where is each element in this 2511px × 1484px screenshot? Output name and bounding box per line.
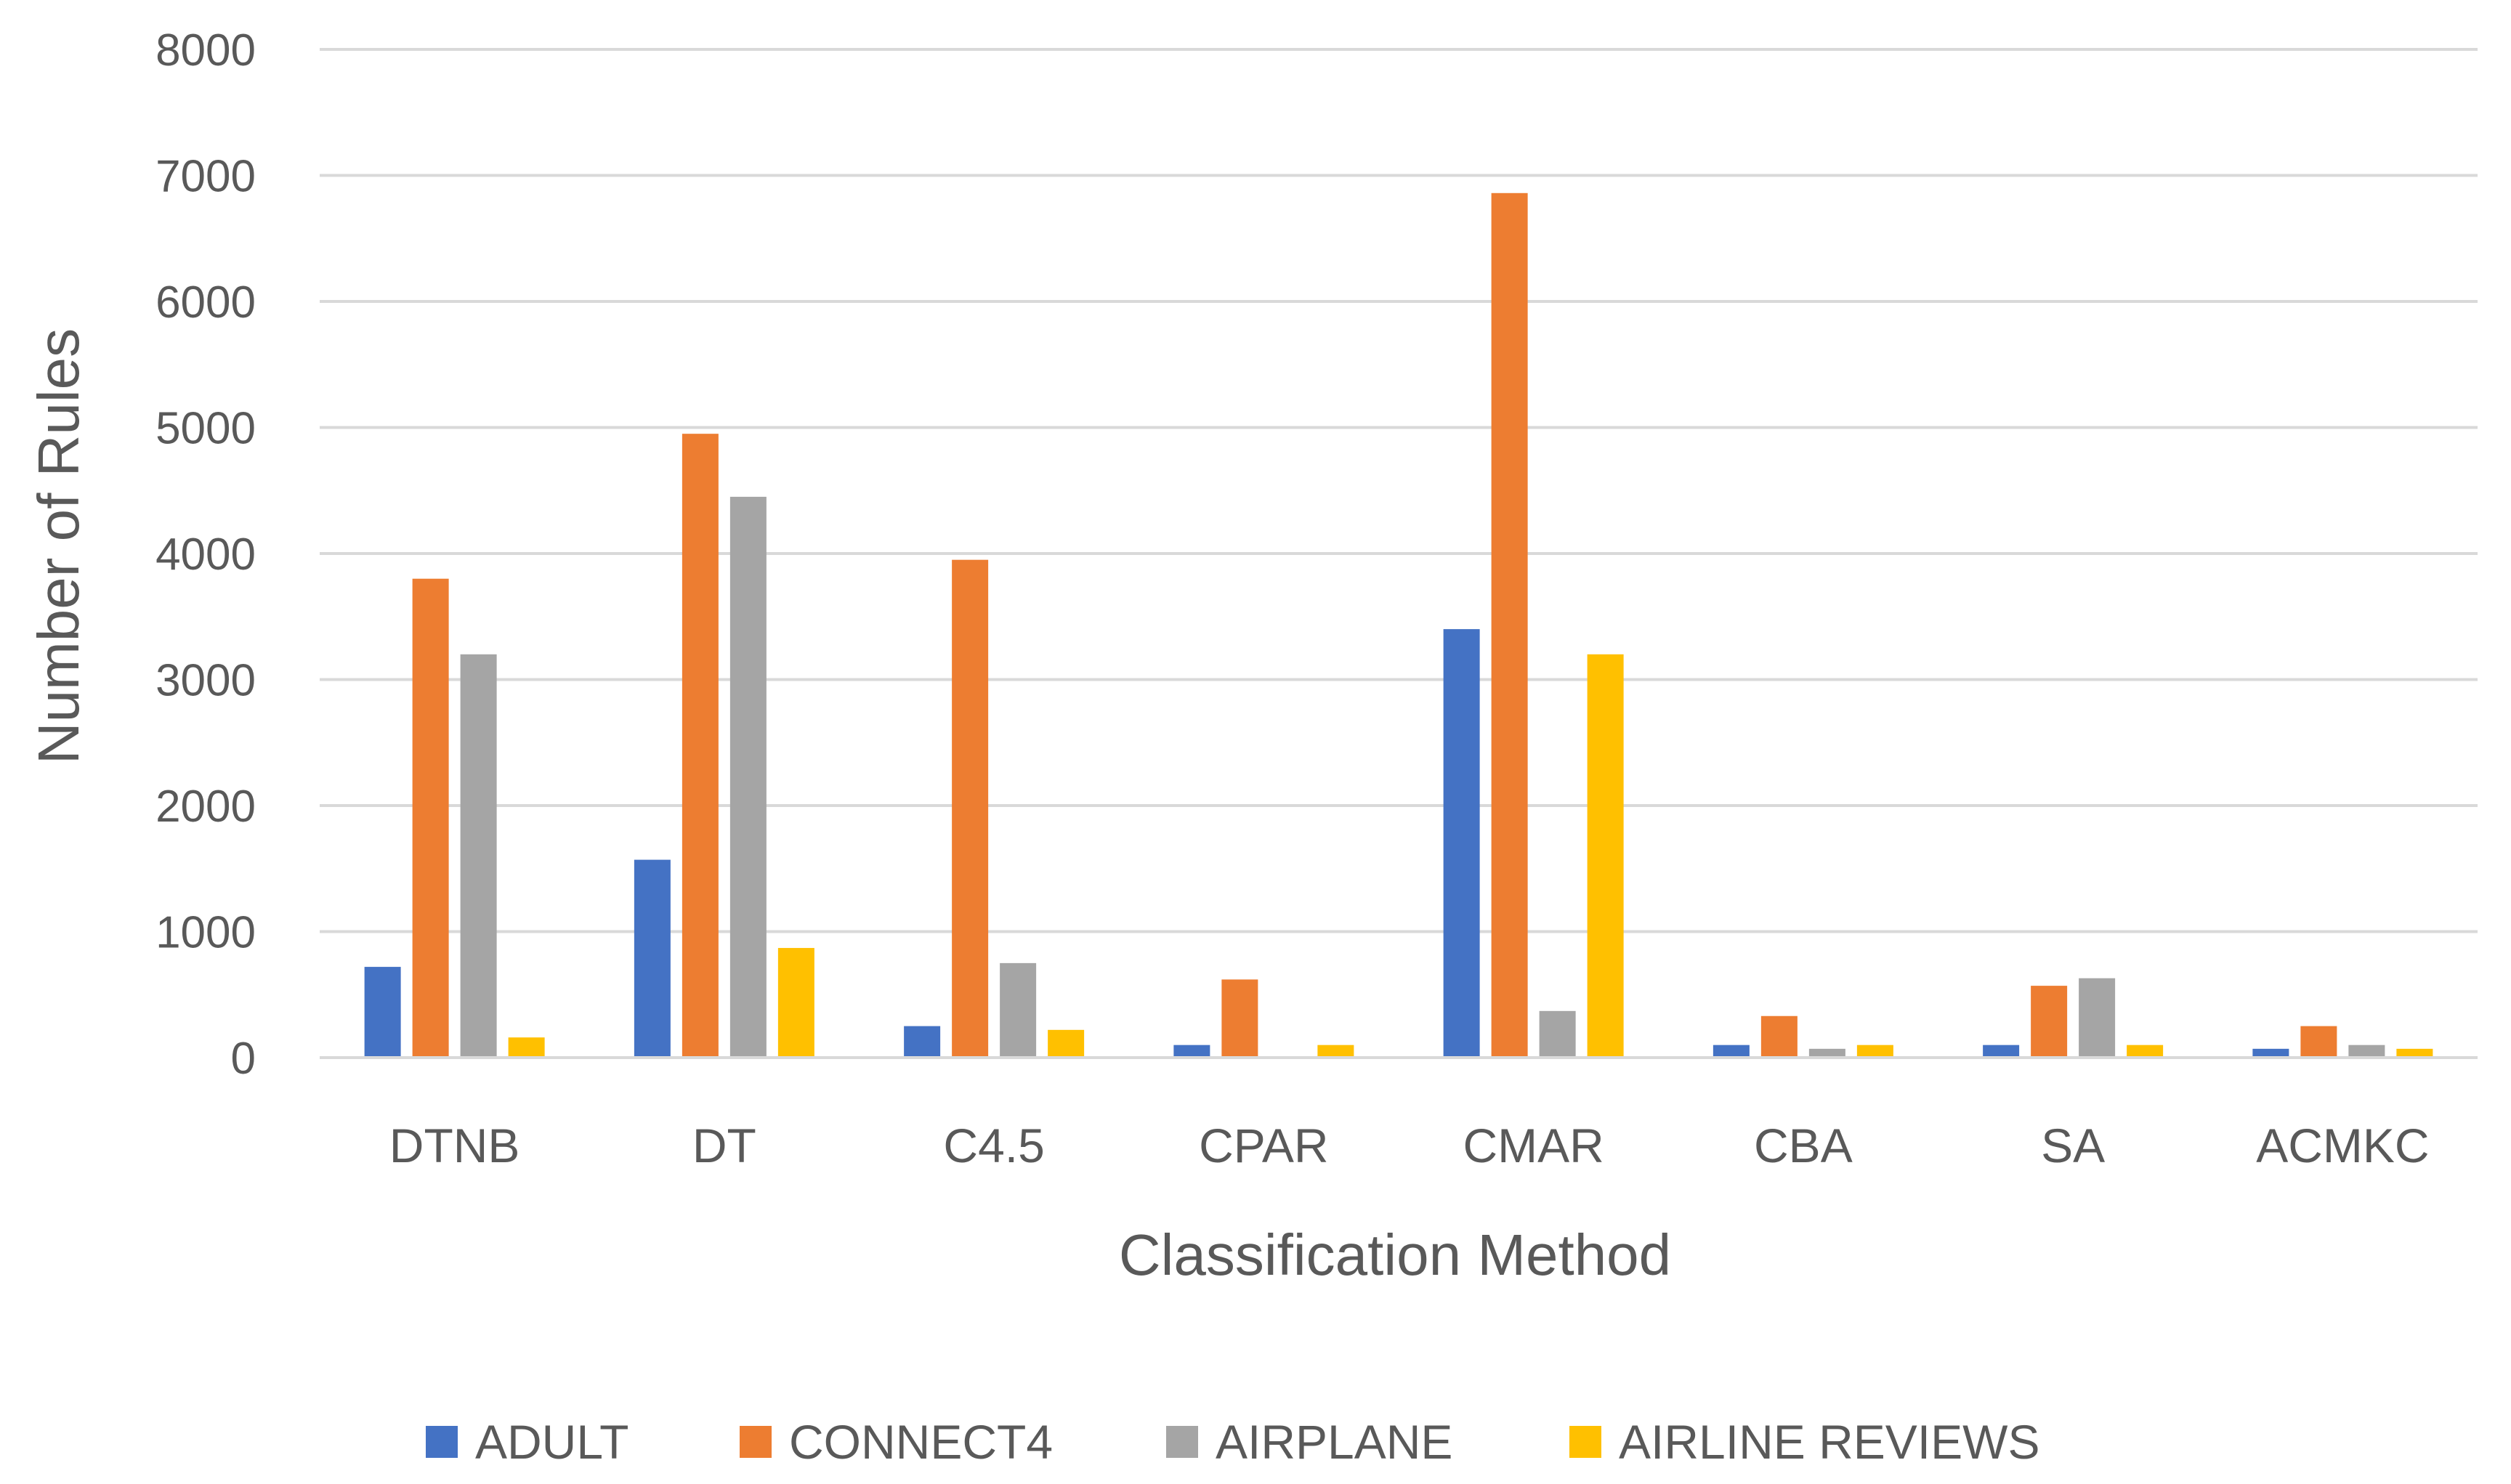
x-tick-label: SA (2041, 1119, 2105, 1172)
bar-airplane-cmar (1539, 1010, 1576, 1058)
legend-swatch-adult (426, 1426, 458, 1458)
bar-adult-dt (634, 859, 671, 1058)
y-tick-label: 0 (231, 1034, 256, 1084)
gridlines (320, 48, 2478, 933)
bar-connect4-cpar (1221, 979, 1258, 1058)
y-tick-label: 1000 (155, 908, 256, 958)
legend-swatch-airplane (1166, 1426, 1198, 1458)
legend-swatch-connect4 (740, 1426, 772, 1458)
legend-label: AIRLINE REVIEWS (1619, 1415, 2039, 1469)
x-tick-label: CMAR (1463, 1119, 1604, 1172)
y-tick-label: 7000 (155, 152, 256, 202)
bar-airline-reviews-cmar (1587, 654, 1624, 1058)
legend-label: CONNECT4 (789, 1415, 1053, 1469)
bar-airline-reviews-dtnb (508, 1037, 545, 1058)
bar-airplane-cba (1808, 1048, 1845, 1058)
x-axis-category-labels: DTNB DT C4.5 CPAR CMAR CBA SA ACMKC (389, 1119, 2430, 1172)
bar-adult-c45 (904, 1026, 941, 1058)
bar-adult-acmkc (2252, 1048, 2289, 1058)
bar-connect4-cba (1760, 1015, 1798, 1058)
y-tick-label: 3000 (155, 656, 256, 706)
bar-airplane-c45 (1000, 962, 1037, 1058)
bar-adult-dtnb (364, 967, 401, 1058)
bar-airline-reviews-c45 (1048, 1029, 1085, 1058)
legend-swatch-airline-reviews (1569, 1426, 1601, 1458)
bar-connect4-sa (2031, 986, 2068, 1058)
bar-connect4-dtnb (412, 578, 449, 1058)
bar-airline-reviews-dt (777, 948, 814, 1058)
x-tick-label: CPAR (1199, 1119, 1328, 1172)
bar-adult-cpar (1173, 1045, 1210, 1058)
bar-airline-reviews-cba (1856, 1045, 1893, 1058)
bar-airplane-dtnb (460, 654, 497, 1058)
x-tick-label: DTNB (389, 1119, 520, 1172)
x-tick-label: C4.5 (943, 1119, 1044, 1172)
legend: ADULT CONNECT4 AIRPLANE AIRLINE REVIEWS (426, 1415, 2039, 1469)
bar-airline-reviews-acmkc (2396, 1048, 2433, 1058)
legend-label: ADULT (475, 1415, 628, 1469)
bars (364, 192, 2433, 1058)
bar-connect4-cmar (1491, 192, 1528, 1058)
x-axis-title: Classification Method (1119, 1223, 1671, 1287)
x-tick-label: DT (692, 1119, 756, 1172)
bar-adult-sa (1983, 1045, 2020, 1058)
x-tick-label: ACMKC (2256, 1119, 2429, 1172)
bar-airplane-dt (729, 496, 767, 1058)
bar-airplane-sa (2079, 978, 2116, 1058)
bar-connect4-dt (682, 434, 719, 1058)
x-tick-label: CBA (1754, 1119, 1853, 1172)
legend-label: AIRPLANE (1216, 1415, 1452, 1469)
y-tick-label: 4000 (155, 530, 256, 580)
bar-airplane-acmkc (2348, 1045, 2385, 1058)
y-axis-tick-labels: 0 1000 2000 3000 4000 5000 6000 7000 8000 (155, 25, 256, 1084)
bar-connect4-c45 (952, 559, 989, 1058)
bar-adult-cmar (1443, 629, 1480, 1058)
y-tick-label: 2000 (155, 782, 256, 832)
bar-adult-cba (1713, 1045, 1750, 1058)
bar-airline-reviews-sa (2127, 1045, 2164, 1058)
bar-airline-reviews-cpar (1317, 1045, 1354, 1058)
y-tick-label: 5000 (155, 404, 256, 454)
bar-connect4-acmkc (2300, 1026, 2337, 1058)
y-tick-label: 8000 (155, 25, 256, 76)
y-axis-title: Number of Rules (26, 328, 91, 764)
y-tick-label: 6000 (155, 277, 256, 328)
